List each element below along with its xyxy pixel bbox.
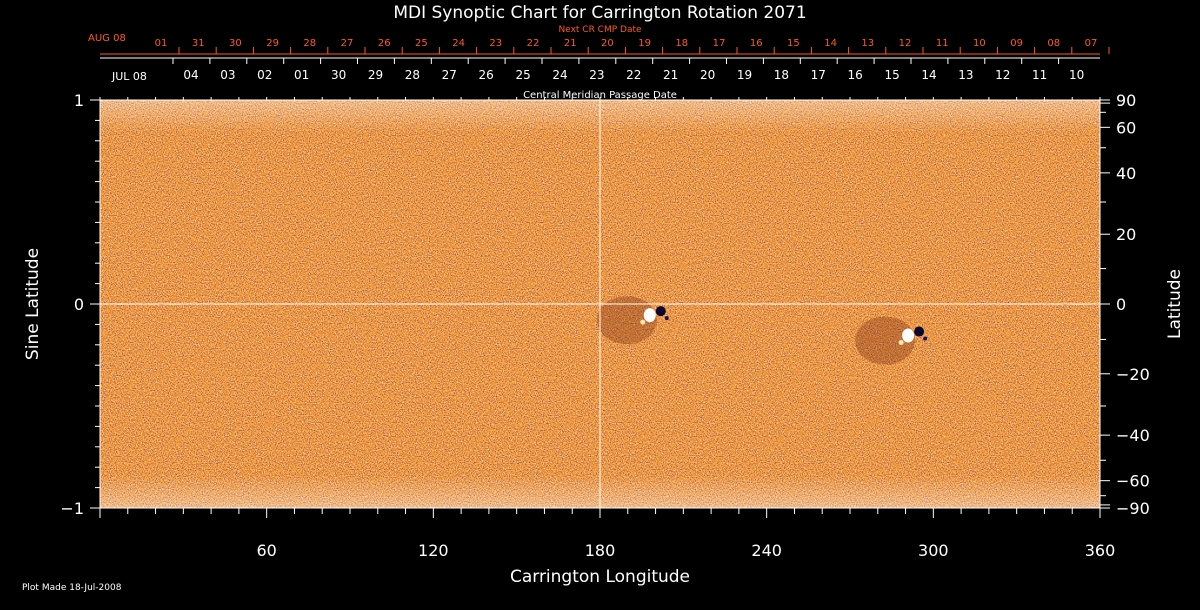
x-tick-label: 360 (1085, 541, 1116, 560)
mid-axis-date: 19 (737, 68, 752, 82)
mid-axis-date: 30 (331, 68, 346, 82)
y-right-tick-label: −20 (1116, 365, 1150, 384)
mid-axis-date: 01 (294, 68, 309, 82)
top-axis-date: 11 (936, 38, 949, 49)
active-region-plage (596, 296, 657, 345)
mid-axis-date: 12 (995, 68, 1010, 82)
y-left-tick-label: −1 (60, 499, 84, 518)
mid-axis-date: 04 (183, 68, 198, 82)
y-axis-left-label: Sine Latitude (23, 248, 43, 360)
top-axis-dates: 01 31 30 29 28 27 26 25 24 23 22 21 20 19 18 17 16 15 14 13… (155, 38, 1110, 54)
top-axis-date: 09 (1010, 38, 1023, 49)
active-region-negative (655, 306, 666, 317)
x-tick-label: 180 (585, 541, 616, 560)
top-axis-date: 30 (229, 38, 242, 49)
active-region-positive (643, 308, 656, 323)
active-region-fleck (923, 336, 928, 341)
y-right-tick-label: 20 (1116, 225, 1136, 244)
y-right-tick-label: −40 (1116, 426, 1150, 445)
top-axis-label: Next CR CMP Date (558, 25, 642, 35)
chart-title: MDI Synoptic Chart for Carrington Rotati… (393, 3, 806, 23)
y-right-tick-label: 60 (1116, 118, 1136, 137)
x-tick-label: 240 (751, 541, 782, 560)
x-axis: 60 120 180 240 300 360 (99, 97, 1116, 560)
active-region-plage (855, 316, 916, 365)
top-axis-date: 01 (155, 38, 168, 49)
y-axis-left: 1 0 −1 (60, 91, 100, 518)
top-axis-date: 15 (787, 38, 800, 49)
y-right-tick-label: 90 (1116, 91, 1136, 110)
mid-axis-date: 10 (1069, 68, 1084, 82)
top-axis-date: 13 (861, 38, 874, 49)
y-left-tick-label: 1 (74, 91, 84, 110)
x-tick-label: 120 (418, 541, 449, 560)
y-right-tick-label: −60 (1116, 472, 1150, 491)
y-axis-right-label: Latitude (1165, 269, 1185, 339)
top-axis-date: 31 (192, 38, 205, 49)
mid-axis-label: Central Meridian Passage Date (523, 90, 677, 101)
top-axis-date: 18 (675, 38, 688, 49)
mid-axis-date: 16 (848, 68, 863, 82)
mid-axis-date: 11 (1032, 68, 1047, 82)
mid-axis-date: 23 (589, 68, 604, 82)
mid-axis-dates: 04 03 02 01 30 29 28 27 26 25 24 23 22 21 20 19 18 17 16 15… (100, 57, 1100, 82)
top-axis-date: 12 (899, 38, 912, 49)
top-axis-date: 20 (601, 38, 614, 49)
mid-axis-date: 21 (663, 68, 678, 82)
active-region-fleck (664, 316, 669, 321)
top-axis-date: 16 (750, 38, 763, 49)
active-region-positive (902, 328, 915, 343)
mid-axis-date: 17 (811, 68, 826, 82)
mid-axis-date: 26 (479, 68, 494, 82)
y-right-tick-label: 0 (1116, 295, 1126, 314)
top-axis-date: 08 (1047, 38, 1060, 49)
footer-plot-date: Plot Made 18-Jul-2008 (22, 583, 122, 593)
mid-axis-date: 18 (774, 68, 789, 82)
active-region-negative (914, 326, 925, 337)
mid-axis-date: 03 (220, 68, 235, 82)
mid-axis-date: 20 (700, 68, 715, 82)
y-right-tick-label: −90 (1116, 499, 1150, 518)
mid-axis-date: 25 (515, 68, 530, 82)
top-axis-date: 23 (489, 38, 502, 49)
y-axis-right: 90 60 40 20 0 −20 −40 −60 −90 (1100, 91, 1150, 518)
mid-axis-date: 13 (958, 68, 973, 82)
top-axis-date: 22 (527, 38, 540, 49)
mid-axis-date: 15 (884, 68, 899, 82)
mid-axis-date: 27 (442, 68, 457, 82)
top-axis-month: AUG 08 (88, 33, 126, 44)
top-axis-date: 10 (973, 38, 986, 49)
mid-axis-date: 24 (552, 68, 567, 82)
mid-axis-date: 28 (405, 68, 420, 82)
top-axis-date: 14 (824, 38, 837, 49)
active-region-fleck (898, 340, 904, 346)
top-axis-date: 25 (415, 38, 428, 49)
active-regions (596, 296, 928, 365)
top-axis-date: 29 (266, 38, 279, 49)
active-region-fleck (640, 319, 646, 325)
top-axis-date: 28 (303, 38, 316, 49)
mid-axis-date: 14 (921, 68, 936, 82)
top-axis-date: 24 (452, 38, 465, 49)
top-axis-date: 27 (341, 38, 354, 49)
mid-axis-date: 29 (368, 68, 383, 82)
y-left-tick-label: 0 (74, 295, 84, 314)
mid-axis-date: 02 (257, 68, 272, 82)
x-tick-label: 300 (918, 541, 949, 560)
top-axis-date: 17 (713, 38, 726, 49)
mid-axis-month: JUL 08 (111, 70, 147, 83)
top-axis-date: 07 (1085, 38, 1098, 49)
top-axis-date: 21 (564, 38, 577, 49)
top-axis-date: 19 (638, 38, 651, 49)
top-axis-date: 26 (378, 38, 391, 49)
mid-axis-date: 22 (626, 68, 641, 82)
x-axis-label: Carrington Longitude (510, 567, 690, 587)
x-tick-label: 60 (256, 541, 276, 560)
y-right-tick-label: 40 (1116, 164, 1136, 183)
